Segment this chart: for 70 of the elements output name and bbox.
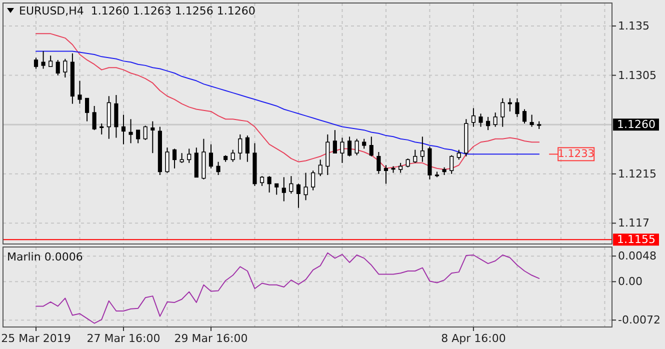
candlestick xyxy=(332,130,337,154)
candlestick xyxy=(78,80,82,104)
y-tick-label: -0.0072 xyxy=(618,314,660,327)
y-tick-label: 0.0048 xyxy=(618,250,656,263)
candlestick xyxy=(238,134,242,160)
candlestick xyxy=(121,114,126,145)
y-tick-label: 1.1215 xyxy=(618,167,656,180)
candlestick xyxy=(260,176,264,186)
y-tick-label: 1.1305 xyxy=(618,68,656,82)
candlestick xyxy=(384,164,388,184)
candlestick xyxy=(48,55,53,68)
candlestick xyxy=(478,113,483,128)
text: 1.1233 xyxy=(558,148,594,160)
candlestick xyxy=(420,136,424,162)
candlestick xyxy=(92,105,96,131)
y-tick-label: 1.117 xyxy=(618,216,650,230)
candlestick xyxy=(311,170,316,191)
x-tick-label: 25 Mar 2019 xyxy=(1,332,71,345)
candlestick xyxy=(143,125,148,140)
candlestick xyxy=(56,59,60,76)
candlestick xyxy=(63,58,68,78)
candlestick xyxy=(471,108,476,128)
y-tick-label: 1.135 xyxy=(618,20,650,33)
chart-title: EURUSD,H4 1.1260 1.1263 1.1256 1.1260 xyxy=(19,4,256,18)
candlestick xyxy=(340,137,344,164)
candlestick xyxy=(456,149,461,160)
candlestick xyxy=(150,120,155,154)
ref-line-label: 1.1155 xyxy=(617,233,656,246)
candlestick xyxy=(136,130,140,144)
candlestick xyxy=(376,151,381,174)
x-tick-label: 8 Apr 16:00 xyxy=(441,332,506,345)
candlestick xyxy=(187,148,192,164)
candlestick xyxy=(282,176,286,202)
candlestick xyxy=(398,162,403,174)
candlestick xyxy=(180,152,184,164)
candlestick xyxy=(128,118,133,144)
y-tick-label: 0.00 xyxy=(618,275,642,288)
candlestick xyxy=(289,176,294,194)
candlestick xyxy=(245,135,250,162)
candlestick xyxy=(274,183,279,196)
candlestick xyxy=(486,116,490,131)
candlestick xyxy=(114,94,118,138)
candlestick xyxy=(500,98,505,128)
candlestick xyxy=(85,98,90,122)
candlestick xyxy=(267,176,272,194)
candlestick xyxy=(172,148,177,169)
candlestick xyxy=(165,147,170,174)
candlestick xyxy=(413,149,418,164)
candlestick xyxy=(216,161,220,176)
x-tick-label: 27 Mar 16:00 xyxy=(86,332,160,345)
ref-line-label: 1.1260 xyxy=(617,118,656,132)
candlestick xyxy=(450,154,454,174)
candlestick xyxy=(41,50,46,70)
candlestick xyxy=(354,138,359,156)
candlestick xyxy=(304,172,308,201)
candlestick xyxy=(369,136,374,157)
candlestick xyxy=(318,159,322,177)
candlestick xyxy=(522,108,527,124)
candlestick xyxy=(100,123,104,135)
candlestick xyxy=(493,112,498,128)
chart-title: Marlin 0.0006 xyxy=(7,250,83,264)
candlestick xyxy=(347,136,352,157)
candlestick xyxy=(230,149,235,162)
candlestick xyxy=(530,114,534,128)
candlestick xyxy=(362,138,366,150)
x-tick-label: 29 Mar 16:00 xyxy=(174,332,248,345)
candlestick xyxy=(515,98,520,118)
candlestick xyxy=(34,57,38,70)
candlestick xyxy=(208,144,214,169)
candlestick xyxy=(296,183,301,208)
